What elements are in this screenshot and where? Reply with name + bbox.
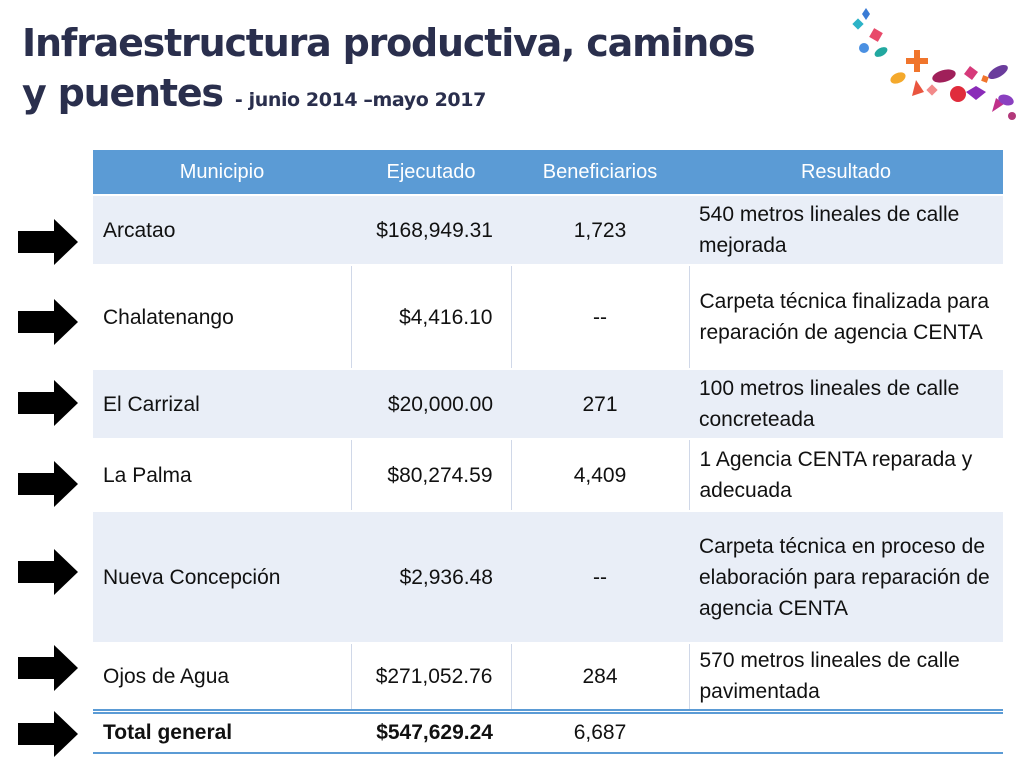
infrastructure-table: Municipio Ejecutado Beneficiarios Result… [93,150,1003,754]
table-row: Chalatenango $4,416.10 -- Carpeta técnic… [93,265,1003,370]
table-row: Nueva Concepción $2,936.48 -- Carpeta té… [93,511,1003,644]
table-header-row: Municipio Ejecutado Beneficiarios Result… [93,150,1003,196]
total-row: Total general $547,629.24 6,687 [93,708,1003,754]
cell-municipio: Arcatao [93,195,351,266]
cell-ejecutado: $20,000.00 [351,369,511,440]
cell-resultado: 540 metros lineales de calle mejorada [689,195,1003,266]
cell-beneficiarios: 284 [511,643,690,712]
header-beneficiarios: Beneficiarios [511,150,689,196]
cell-resultado: 1 Agencia CENTA reparada y adecuada [689,439,1003,512]
cell-resultado: Carpeta técnica finalizada para reparaci… [689,265,1003,370]
cell-beneficiarios: -- [511,265,690,370]
right-arrow-icon [18,219,78,265]
total-ejecutado: $547,629.24 [351,708,511,754]
cell-resultado: Carpeta técnica en proceso de elaboració… [689,511,1003,644]
cell-municipio: Chalatenango [93,265,352,370]
cell-ejecutado: $4,416.10 [351,265,512,370]
cell-beneficiarios: -- [511,511,689,644]
cell-ejecutado: $80,274.59 [351,439,512,512]
slide-title: Infraestructura productiva, caminos y pu… [22,18,756,125]
title-line-2: y puentes [22,71,224,115]
cell-municipio: El Carrizal [93,369,351,440]
table-row: Ojos de Agua $271,052.76 284 570 metros … [93,643,1003,712]
total-resultado [689,708,1003,754]
right-arrow-icon [18,711,78,757]
title-date-range: - junio 2014 –mayo 2017 [234,89,486,111]
right-arrow-icon [18,380,78,426]
total-beneficiarios: 6,687 [511,708,689,754]
cell-ejecutado: $271,052.76 [351,643,512,712]
cell-beneficiarios: 271 [511,369,689,440]
right-arrow-icon [18,645,78,691]
cell-beneficiarios: 4,409 [511,439,690,512]
right-arrow-icon [18,549,78,595]
title-line-1: Infraestructura productiva, caminos [22,21,756,65]
cell-municipio: La Palma [93,439,352,512]
table-row: Arcatao $168,949.31 1,723 540 metros lin… [93,195,1003,266]
cell-ejecutado: $168,949.31 [351,195,511,266]
header-resultado: Resultado [689,150,1003,196]
table-row: La Palma $80,274.59 4,409 1 Agencia CENT… [93,439,1003,512]
cell-resultado: 100 metros lineales de calle concreteada [689,369,1003,440]
cell-ejecutado: $2,936.48 [351,511,511,644]
total-label: Total general [93,708,351,754]
table-row: El Carrizal $20,000.00 271 100 metros li… [93,369,1003,440]
cell-municipio: Ojos de Agua [93,643,352,712]
header-municipio: Municipio [93,150,351,196]
cell-beneficiarios: 1,723 [511,195,689,266]
confetti-decoration [852,8,1016,120]
cell-municipio: Nueva Concepción [93,511,351,644]
right-arrow-icon [18,299,78,345]
cell-resultado: 570 metros lineales de calle pavimentada [689,643,1003,712]
right-arrow-icon [18,461,78,507]
header-ejecutado: Ejecutado [351,150,511,196]
